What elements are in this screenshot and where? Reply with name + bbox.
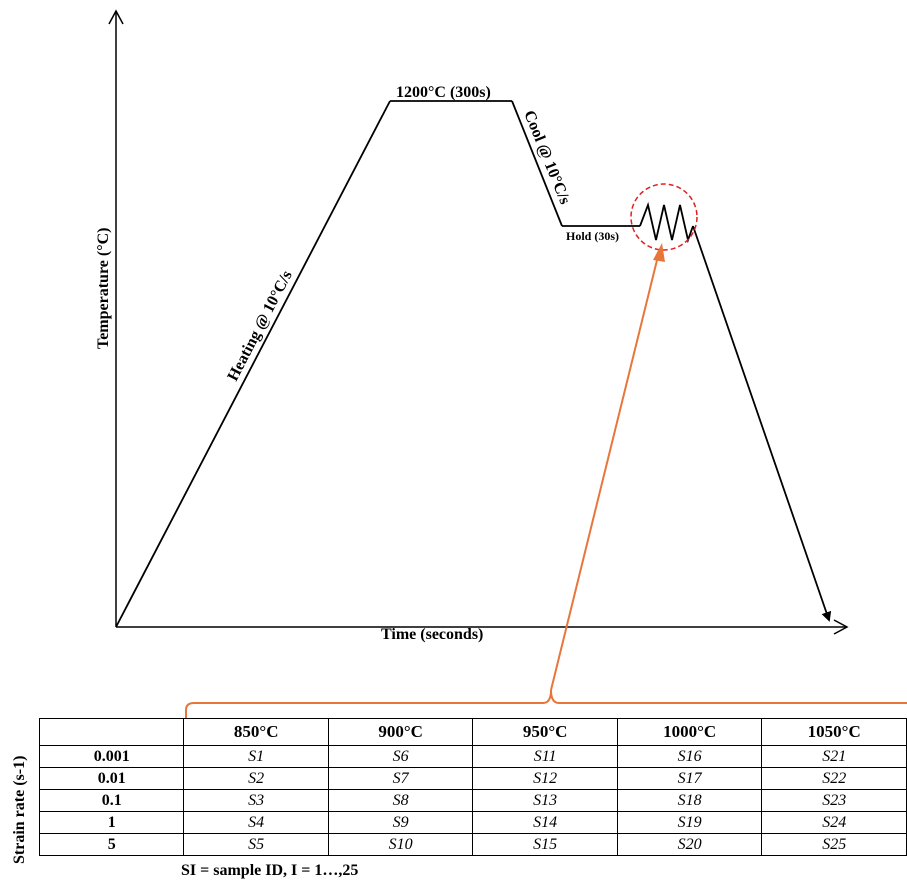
sample-id-cell: S1 [183,745,329,768]
strain-rate-cell: 5 [38,833,185,856]
table-header-temp: 900°C [327,718,474,746]
sample-id-cell: S3 [183,789,329,812]
table-header-row: 850°C 900°C 950°C 1000°C 1050°C [38,718,907,746]
y-axis-arrow-icon [108,9,124,25]
link-arrow-head-icon [653,243,665,262]
sample-id-cell: S6 [327,745,474,768]
strain-rate-label-box: Strain rate (s-1) [11,756,28,864]
table-row: 0.01 S2 S7 S12 S17 S22 [38,767,907,790]
peak-label: 1200°C (300s) [396,84,491,101]
deformation-circle [630,183,698,251]
sample-id-cell: S16 [616,745,763,768]
sample-matrix-table-wrap: 850°C 900°C 950°C 1000°C 1050°C 0.001 S1 S6 S11… [38,718,907,856]
deformation-zigzag [639,201,694,244]
sample-id-cell: S7 [327,767,474,790]
sample-id-cell: S14 [472,811,618,834]
sample-id-cell: S4 [183,811,329,834]
sample-id-cell: S17 [616,767,763,790]
heating-segment [115,100,391,628]
cool-label: Cool @ 10°C/s [520,108,573,207]
table-header-temp: 1000°C [616,718,763,746]
sample-id-cell: S5 [183,833,329,856]
strain-rate-cell: 0.1 [38,789,185,812]
table-header-corner [38,718,185,746]
strain-rate-cell: 1 [38,811,185,834]
table-row: 0.1 S3 S8 S13 S18 S23 [38,789,907,812]
table-row: 5 S5 S10 S15 S20 S25 [38,833,907,856]
link-arrow [550,251,660,691]
strain-rate-cell: 0.001 [38,745,185,768]
table-header-temp: 850°C [183,718,329,746]
y-axis-label: Temperature (°C) [95,228,112,349]
table-bracket [185,689,907,718]
sample-id-cell: S15 [472,833,618,856]
x-axis-label: Time (seconds) [381,626,483,643]
sample-id-cell: S18 [616,789,763,812]
sample-id-cell: S22 [761,767,907,790]
quench-segment [692,225,832,622]
table-header-temp: 950°C [472,718,618,746]
sample-id-cell: S12 [472,767,618,790]
cooling-segment [511,100,563,227]
sample-id-cell: S21 [761,745,907,768]
hold-label: Hold (30s) [566,229,619,243]
strain-rate-label: Strain rate (s-1) [11,756,28,864]
sample-matrix-table: 850°C 900°C 950°C 1000°C 1050°C 0.001 S1 S6 S11… [38,718,907,856]
sample-id-cell: S19 [616,811,763,834]
table-row: 0.001 S1 S6 S11 S16 S21 [38,745,907,768]
sample-id-cell: S11 [472,745,618,768]
sample-id-cell: S23 [761,789,907,812]
x-axis-arrow-icon [833,619,849,635]
sample-id-cell: S24 [761,811,907,834]
sample-id-cell: S2 [183,767,329,790]
thermal-cycle-diagram: 1200°C (300s) Heating @ 10°C/s Cool @ 10… [95,9,907,718]
sample-id-cell: S25 [761,833,907,856]
heating-label: Heating @ 10°C/s [224,268,295,384]
sample-id-cell: S10 [327,833,474,856]
sample-id-cell: S13 [472,789,618,812]
table-row: 1 S4 S9 S14 S19 S24 [38,811,907,834]
sample-id-cell: S9 [327,811,474,834]
sample-id-cell: S8 [327,789,474,812]
strain-rate-cell: 0.01 [38,767,185,790]
table-header-temp: 1050°C [761,718,907,746]
table-footnote: SI = sample ID, I = 1…,25 [181,862,359,879]
sample-id-cell: S20 [616,833,763,856]
